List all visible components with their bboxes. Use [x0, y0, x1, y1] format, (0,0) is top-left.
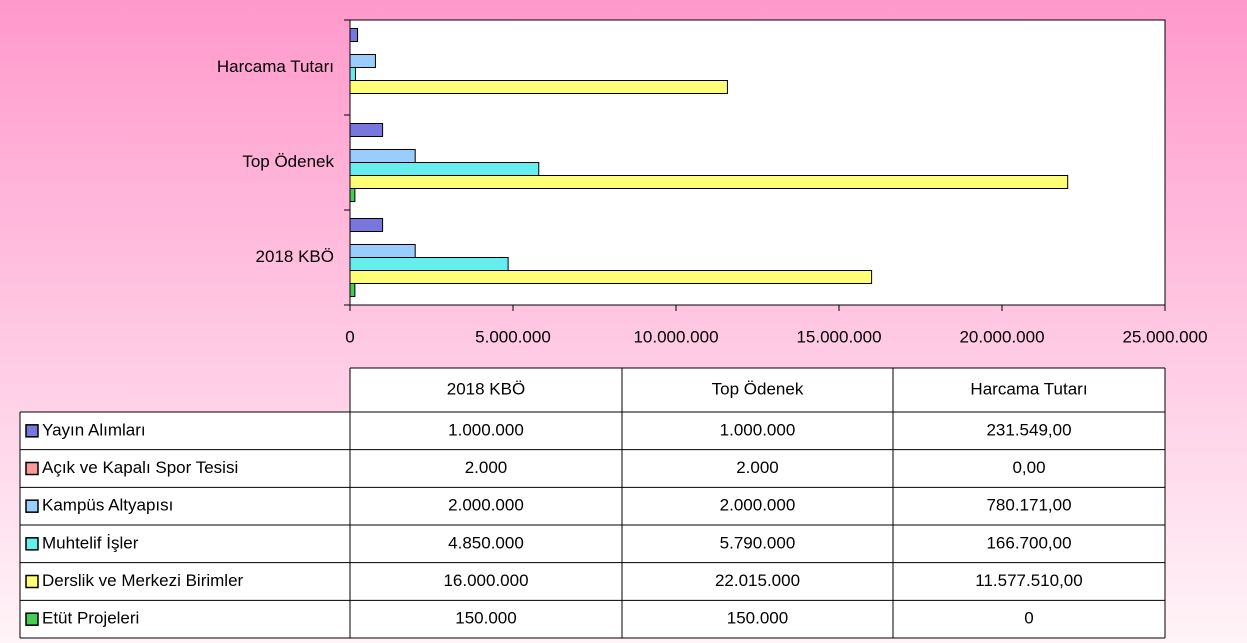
bar	[349, 175, 1069, 189]
bar	[349, 67, 356, 81]
table-cell: 150.000	[455, 609, 516, 628]
bar	[349, 283, 356, 297]
bar	[349, 257, 509, 271]
x-tick-label: 5.000.000	[475, 327, 551, 346]
x-tick-label: 20.000.000	[959, 327, 1044, 346]
legend-swatch	[25, 574, 39, 589]
bar	[349, 28, 359, 42]
legend-swatch	[25, 461, 39, 476]
bar	[349, 244, 416, 258]
table-cell: 166.700,00	[986, 533, 1071, 552]
table-cell: 150.000	[727, 609, 788, 628]
y-tick-label: Harcama Tutarı	[217, 57, 334, 76]
bar	[349, 54, 376, 68]
bar	[349, 270, 873, 284]
table-cell: 11.577.510,00	[975, 571, 1082, 590]
x-tick-label: 0	[345, 327, 354, 346]
bar	[349, 218, 384, 232]
table-header: 2018 KBÖ	[447, 379, 525, 398]
legend-swatch	[25, 612, 39, 626]
bar	[349, 188, 356, 202]
table-cell: 1.000.000	[720, 420, 796, 439]
legend-label: Etüt Projeleri	[42, 609, 139, 628]
table-cell: 5.790.000	[720, 533, 796, 552]
legend-label: Derslik ve Merkezi Birimler	[42, 571, 244, 590]
table-bg	[350, 368, 1165, 412]
x-tick-label: 10.000.000	[633, 327, 718, 346]
table-cell: 2.000	[465, 458, 508, 477]
table-cell: 780.171,00	[986, 496, 1071, 515]
table-cell: 22.015.000	[715, 571, 800, 590]
legend-swatch	[25, 499, 39, 513]
bar	[349, 80, 728, 94]
bar	[349, 123, 384, 137]
legend-swatch	[25, 424, 39, 438]
table-header: Harcama Tutarı	[970, 379, 1087, 398]
table-cell: 16.000.000	[443, 571, 528, 590]
legend-swatch	[25, 537, 39, 551]
legend-label: Kampüs Altyapısı	[42, 496, 173, 515]
bar	[349, 162, 540, 176]
y-tick-label: Top Ödenek	[242, 152, 334, 171]
table-cell: 231.549,00	[986, 420, 1071, 439]
table-cell: 1.000.000	[448, 420, 524, 439]
table-cell: 2.000.000	[448, 496, 524, 515]
table-cell: 2.000	[736, 458, 779, 477]
table-cell: 0,00	[1012, 458, 1045, 477]
legend-label: Muhtelif İşler	[42, 533, 139, 552]
table-cell: 4.850.000	[448, 533, 524, 552]
x-tick-label: 15.000.000	[796, 327, 881, 346]
y-tick-label: 2018 KBÖ	[256, 247, 334, 266]
x-tick-label: 25.000.000	[1122, 327, 1207, 346]
table-cell: 2.000.000	[720, 496, 796, 515]
table-header: Top Ödenek	[712, 379, 804, 398]
table-cell: 0	[1024, 609, 1033, 628]
legend-label: Yayın Alımları	[42, 420, 146, 439]
bar	[349, 149, 416, 163]
legend-label: Açık ve Kapalı Spor Tesisi	[42, 458, 238, 477]
